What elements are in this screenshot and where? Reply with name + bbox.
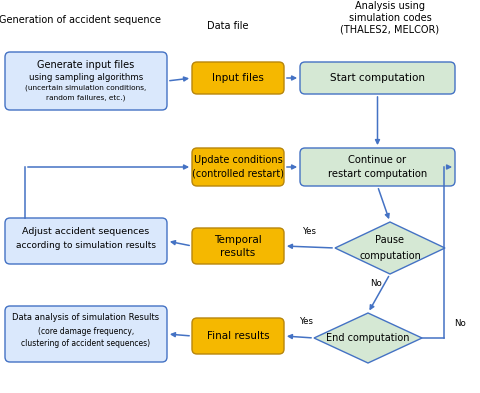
FancyBboxPatch shape (192, 318, 284, 354)
Text: clustering of accident sequences): clustering of accident sequences) (22, 340, 151, 349)
Text: Temporal: Temporal (214, 235, 262, 245)
FancyBboxPatch shape (192, 62, 284, 94)
Text: results: results (220, 248, 256, 258)
Text: Pause: Pause (375, 235, 405, 245)
Polygon shape (314, 313, 422, 363)
Text: (uncertain simulation conditions,: (uncertain simulation conditions, (25, 85, 146, 91)
Text: Adjust accident sequences: Adjust accident sequences (23, 228, 150, 237)
Text: Yes: Yes (303, 228, 317, 237)
FancyBboxPatch shape (5, 52, 167, 110)
Polygon shape (335, 222, 445, 274)
Text: Update conditions: Update conditions (193, 155, 282, 165)
Text: No: No (370, 279, 382, 288)
Text: (core damage frequency,: (core damage frequency, (38, 327, 134, 336)
Text: Yes: Yes (300, 318, 314, 327)
FancyBboxPatch shape (300, 62, 455, 94)
Text: Final results: Final results (207, 331, 269, 341)
Text: Generation of accident sequence: Generation of accident sequence (0, 15, 161, 25)
Text: using sampling algorithms: using sampling algorithms (29, 72, 143, 81)
Text: restart computation: restart computation (328, 169, 427, 179)
Text: random failures, etc.): random failures, etc.) (46, 95, 126, 101)
Text: No: No (454, 318, 466, 327)
FancyBboxPatch shape (5, 306, 167, 362)
FancyBboxPatch shape (192, 228, 284, 264)
Text: Analysis using
simulation codes
(THALES2, MELCOR): Analysis using simulation codes (THALES2… (340, 2, 440, 35)
Text: according to simulation results: according to simulation results (16, 242, 156, 250)
Text: Data analysis of simulation Results: Data analysis of simulation Results (12, 314, 159, 323)
Text: Generate input files: Generate input files (37, 60, 134, 70)
FancyBboxPatch shape (5, 218, 167, 264)
FancyBboxPatch shape (192, 148, 284, 186)
Text: Input files: Input files (212, 73, 264, 83)
Text: Continue or: Continue or (348, 155, 407, 165)
Text: Data file: Data file (207, 21, 249, 31)
FancyBboxPatch shape (300, 148, 455, 186)
Text: End computation: End computation (326, 333, 410, 343)
Text: Start computation: Start computation (330, 73, 425, 83)
Text: computation: computation (359, 251, 421, 261)
Text: (controlled restart): (controlled restart) (192, 169, 284, 179)
